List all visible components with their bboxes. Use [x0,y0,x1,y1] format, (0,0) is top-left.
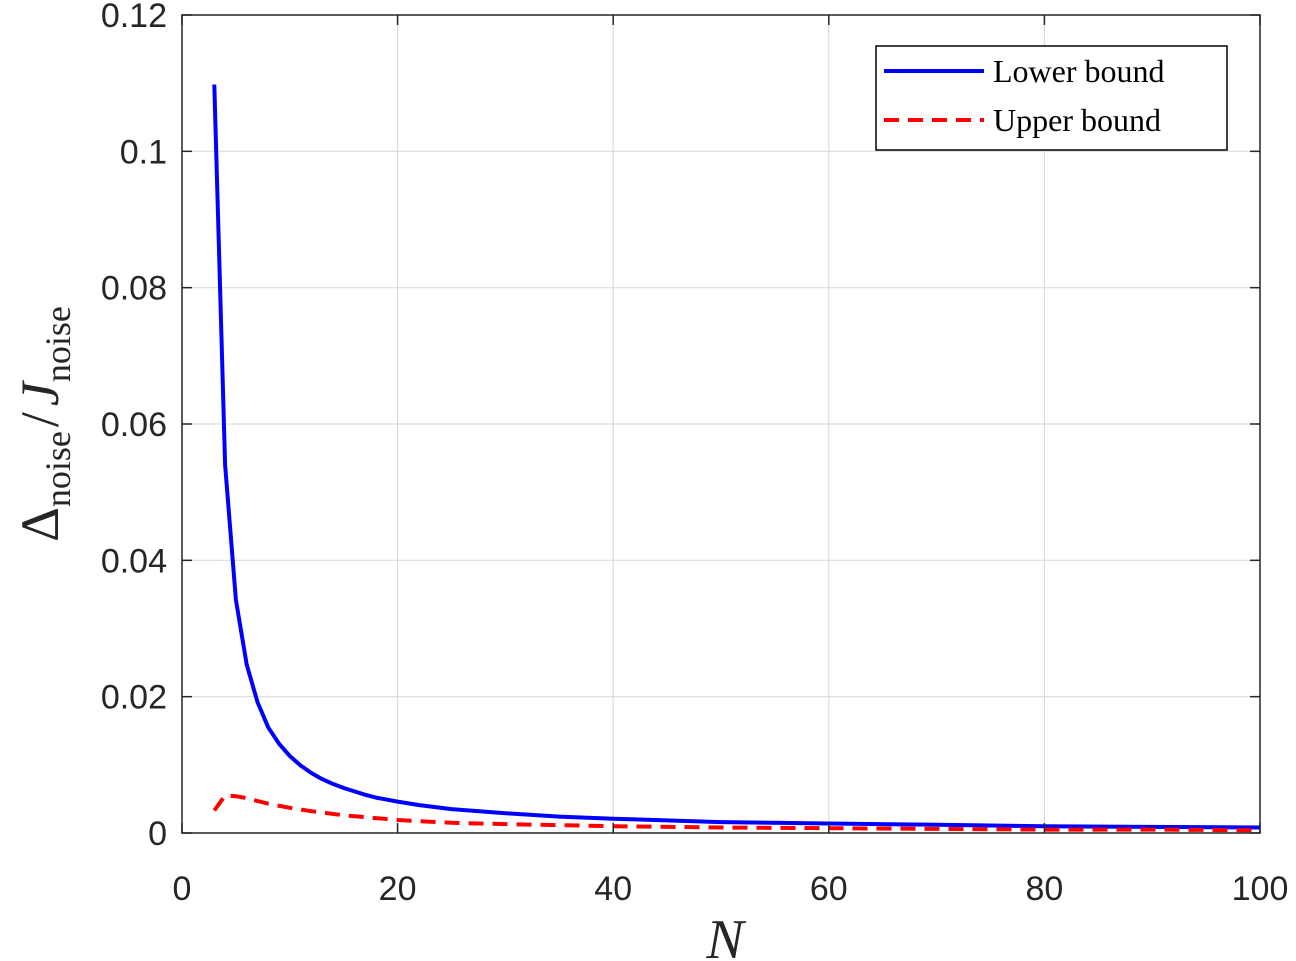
series-layer [212,84,1261,833]
ticks [181,14,1261,834]
legend-label-upper-bound: Upper bound [993,102,1161,138]
series-line-upper-bound [212,793,1261,833]
legend-label-lower-bound: Lower bound [993,53,1165,89]
x-tick-label: 0 [173,870,192,908]
x-tick-label: 60 [810,870,848,908]
y-tick-label: 0.02 [101,679,167,717]
y-axis-label-j: J [10,379,70,406]
x-tick-label: 20 [379,870,417,908]
series-line-lower-bound [212,84,1261,830]
y-axis-label-slash: / [10,412,70,427]
tick-labels: 0 20 40 60 80 100 0 0.02 0.04 0.06 0.08 0.1 0.12 [101,0,1289,908]
x-tick-label: 80 [1025,870,1063,908]
y-axis-label: Δnoise / Jnoise [10,306,78,542]
x-tick-label: 100 [1232,870,1289,908]
x-tick-label: 40 [594,870,632,908]
y-tick-label: 0.1 [120,133,167,171]
x-axis-label: N [705,909,746,961]
y-axis-label-sub1: noise [38,431,78,507]
y-tick-label: 0.08 [101,270,167,308]
legend-box [875,45,1228,151]
y-tick-label: 0.06 [101,406,167,444]
y-axis-label-delta: Δ [10,507,70,542]
legend: Lower bound Upper bound [875,45,1228,151]
y-tick-label: 0.12 [101,0,167,35]
grid [181,14,1261,834]
y-tick-label: 0.04 [101,542,167,580]
y-axis-label-sub2: noise [38,306,78,382]
y-tick-label: 0 [148,815,167,853]
